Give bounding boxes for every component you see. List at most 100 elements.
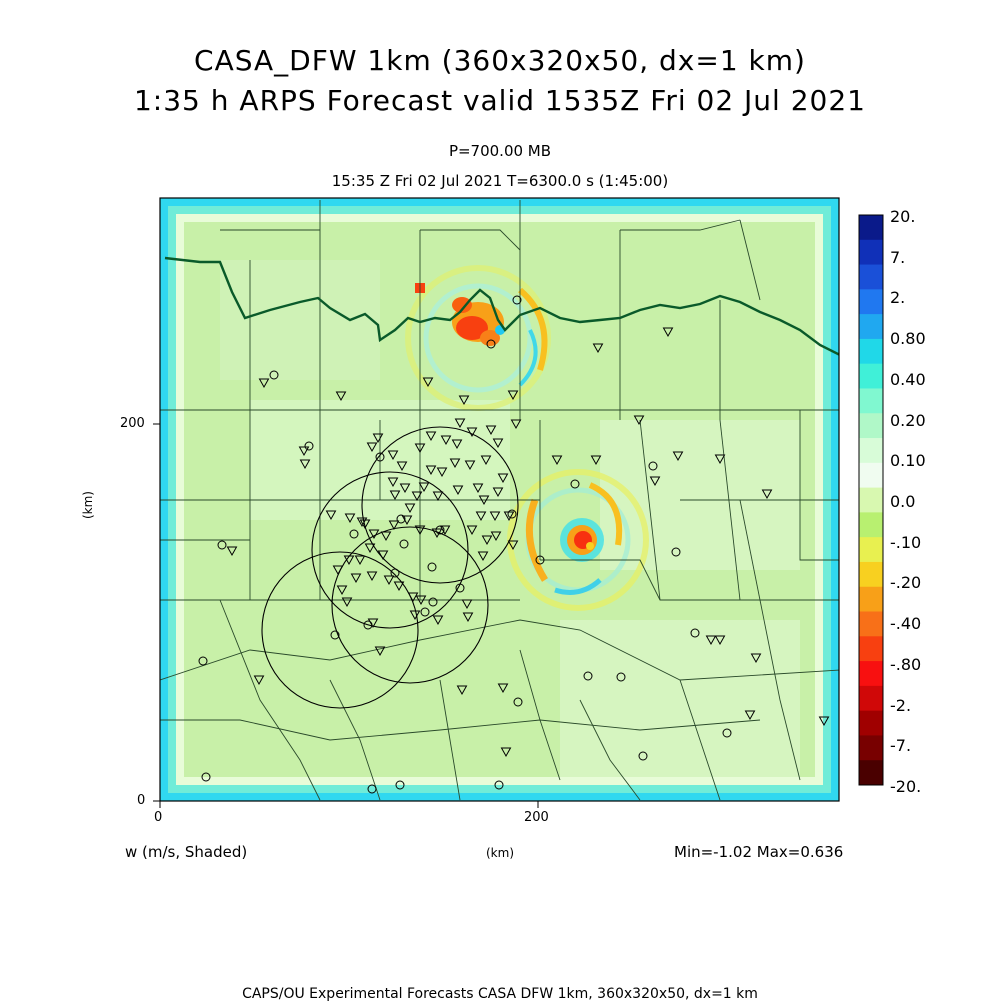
colorbar-swatch	[859, 512, 883, 538]
colorbar-label: 0.10	[890, 451, 926, 471]
station-triangle-icon	[750, 653, 762, 664]
station-triangle-icon	[367, 618, 379, 629]
station-triangle-icon	[452, 485, 464, 496]
station-triangle-icon	[481, 535, 493, 546]
station-circle-icon	[455, 583, 465, 593]
station-triangle-icon	[458, 395, 470, 406]
station-circle-icon	[435, 525, 445, 535]
station-triangle-icon	[396, 461, 408, 472]
station-circle-icon	[198, 656, 208, 666]
station-triangle-icon	[497, 683, 509, 694]
station-triangle-icon	[478, 495, 490, 506]
station-triangle-icon	[354, 555, 366, 566]
axis-ticks	[153, 423, 539, 808]
colorbar-label: 2.	[890, 288, 906, 308]
station-circle-icon	[722, 728, 732, 738]
station-circle-icon	[616, 672, 626, 682]
colorbar-label: -2.	[890, 695, 912, 715]
station-circle-icon	[375, 452, 385, 462]
station-triangle-icon	[366, 442, 378, 453]
station-circle-icon	[420, 607, 430, 617]
station-triangle-icon	[649, 476, 661, 487]
station-triangle-icon	[415, 595, 427, 606]
station-triangle-icon	[714, 454, 726, 465]
station-circle-icon	[690, 628, 700, 638]
colorbar-swatch	[859, 586, 883, 613]
station-triangle-icon	[258, 378, 270, 389]
station-triangle-icon	[507, 390, 519, 401]
colorbar-label: -.80	[890, 654, 922, 674]
station-circle-icon	[494, 780, 504, 790]
plot-title-line1: CASA_DFW 1km (360x320x50, dx=1 km)	[194, 44, 806, 77]
station-circle-icon	[513, 697, 523, 707]
station-triangle-icon	[404, 503, 416, 514]
station-triangle-icon	[456, 685, 468, 696]
station-triangle-icon	[466, 525, 478, 536]
field-patch	[220, 260, 380, 380]
y-tick-200: 200	[120, 416, 145, 431]
colorbar-frame	[858, 214, 884, 786]
colorbar-swatch	[859, 264, 883, 290]
footer-credit: CAPS/OU Experimental Forecasts CASA DFW …	[242, 986, 758, 1002]
station-triangle-icon	[350, 573, 362, 584]
station-triangle-icon	[489, 511, 501, 522]
station-circle-icon	[217, 540, 227, 550]
x-tick-200: 200	[524, 810, 549, 825]
min-max-stats: Min=-1.02 Max=0.636	[674, 843, 844, 861]
radar-range-rings	[261, 426, 519, 709]
station-circle-icon	[648, 461, 658, 471]
station-triangle-icon	[389, 490, 401, 501]
station-triangle-icon	[226, 546, 238, 557]
station-triangle-icon	[332, 565, 344, 576]
colorbar-label: 0.40	[890, 369, 926, 389]
station-circle-icon	[535, 555, 545, 565]
station-circle-icon	[507, 509, 517, 519]
variable-label: w (m/s, Shaded)	[125, 843, 248, 861]
colorbar-swatch	[859, 636, 883, 662]
station-triangle-icon	[633, 415, 645, 426]
station-circle-icon	[428, 597, 438, 607]
map-frame	[159, 197, 840, 802]
y-tick-0: 0	[137, 793, 146, 808]
station-triangle-icon	[422, 377, 434, 388]
station-triangle-icon	[662, 327, 674, 338]
station-triangle-icon	[380, 531, 392, 542]
colorbar-label: -.20	[890, 573, 922, 593]
station-triangle-icon	[449, 458, 461, 469]
colorbar-swatch	[859, 561, 883, 588]
colorbar-label: 0.0	[890, 492, 916, 511]
station-triangle-icon	[418, 482, 430, 493]
station-triangle-icon	[298, 446, 310, 457]
station-triangle-icon	[480, 455, 492, 466]
colorbar-label: -.40	[890, 614, 922, 634]
station-triangle-icon	[383, 575, 395, 586]
station-triangle-icon	[368, 529, 380, 540]
station-triangle-icon	[341, 597, 353, 608]
station-triangle-icon	[507, 540, 519, 551]
colorbar-label: -7.	[890, 736, 912, 756]
valid-time-label: 15:35 Z Fri 02 Jul 2021 T=6300.0 s (1:45…	[331, 172, 669, 190]
station-triangle-icon	[253, 675, 265, 686]
station-triangle-icon	[462, 612, 474, 623]
field-patch	[600, 420, 800, 570]
colorbar-swatch	[859, 462, 883, 489]
colorbar-swatch	[859, 388, 883, 414]
colorbar-swatch	[859, 338, 883, 365]
station-triangle-icon	[325, 510, 337, 521]
station-circle-icon	[363, 620, 373, 630]
station-triangle-icon	[425, 465, 437, 476]
x-tick-0: 0	[154, 810, 163, 825]
colorbar-swatch	[859, 413, 883, 439]
station-triangle-icon	[464, 460, 476, 471]
station-circle-icon	[269, 370, 279, 380]
station-triangle-icon	[364, 543, 376, 554]
station-triangle-icon	[451, 439, 463, 450]
colorbar-swatch	[859, 537, 883, 563]
station-circle-icon	[330, 630, 340, 640]
station-circle-icon	[512, 295, 522, 305]
colorbar-swatch	[859, 215, 883, 241]
station-triangle-icon	[359, 519, 371, 530]
colorbar-swatch	[859, 289, 883, 315]
station-triangle-icon	[409, 610, 421, 621]
